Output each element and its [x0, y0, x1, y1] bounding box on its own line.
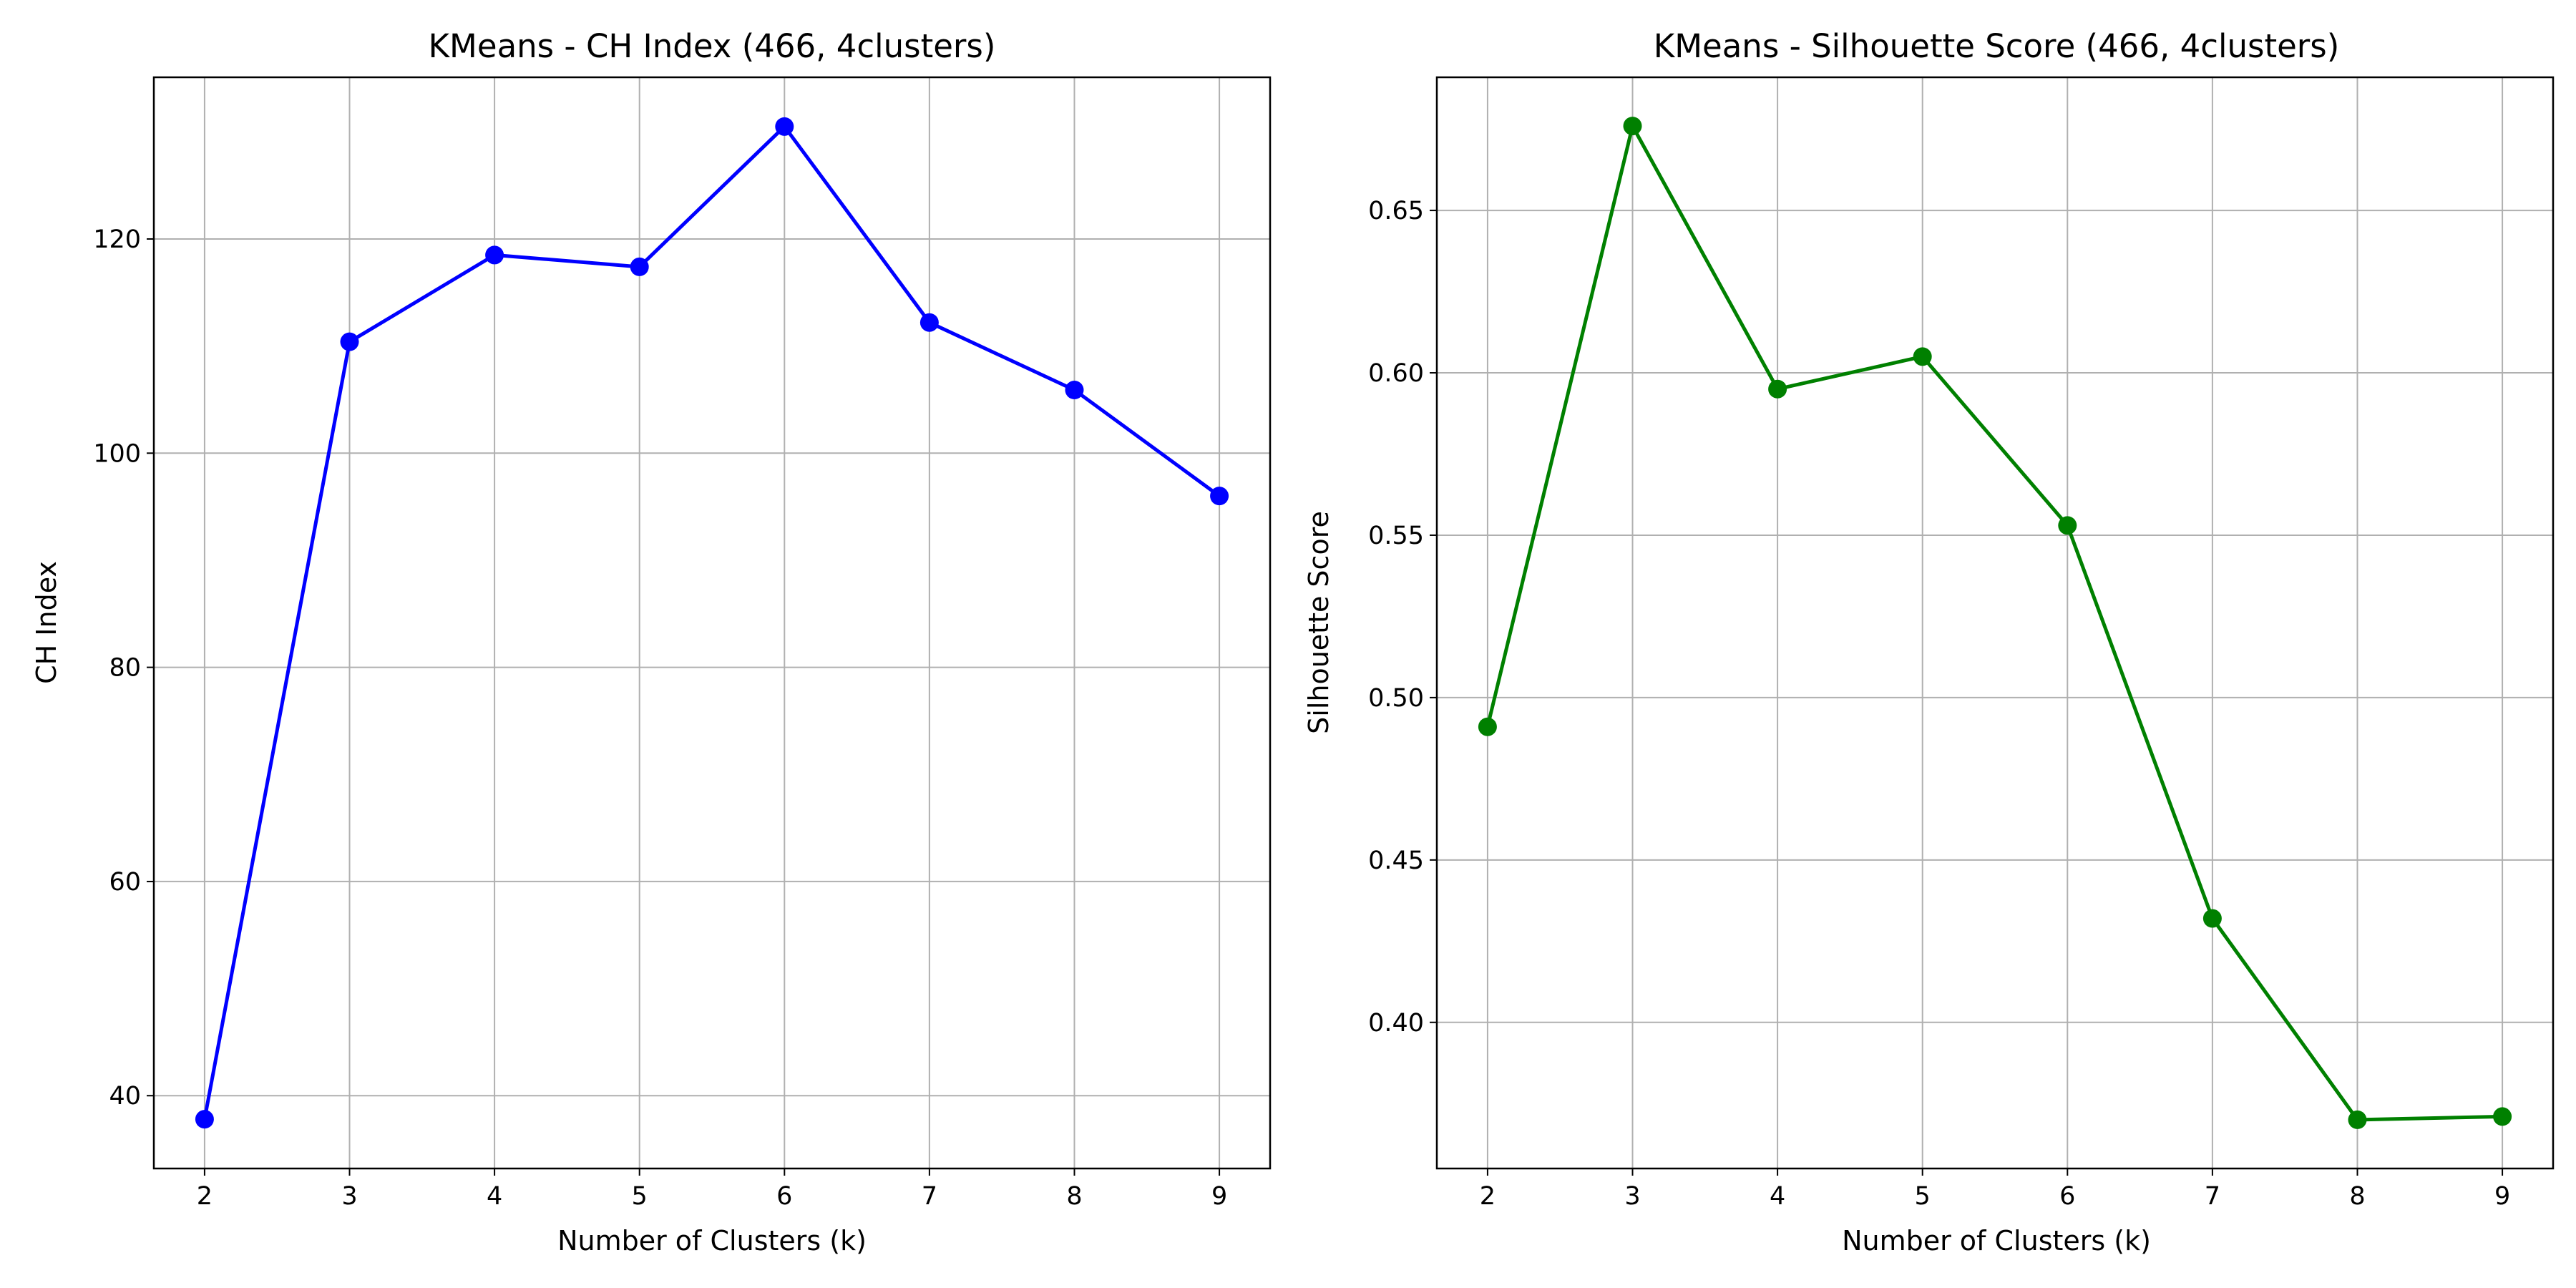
ch-index-y-tick-label: 80 — [109, 654, 141, 683]
silhouette-y-tick-label: 0.65 — [1368, 197, 1424, 225]
ch-index-data-point — [630, 257, 649, 276]
ch-index-data-point — [1065, 380, 1084, 399]
silhouette-data-point — [1913, 347, 1932, 366]
ch-index-y-tick-label: 40 — [109, 1082, 141, 1111]
ch-index-axes-frame — [152, 76, 1272, 1170]
silhouette-x-tick-label: 6 — [2059, 1182, 2075, 1211]
ch-index-x-tick-label: 9 — [1211, 1182, 1227, 1211]
ch-index-series-line — [203, 125, 1221, 1120]
ch-index-data-point — [1210, 487, 1229, 506]
silhouette-data-point — [1478, 717, 1497, 736]
silhouette-y-tick-label: 0.50 — [1368, 684, 1424, 713]
silhouette-data-point — [2058, 516, 2077, 535]
silhouette-x-tick-label: 9 — [2494, 1182, 2510, 1211]
silhouette-y-tick-label: 0.55 — [1368, 522, 1424, 550]
silhouette-series — [1478, 117, 2512, 1129]
ch-index-y-tick-label: 100 — [93, 439, 141, 468]
silhouette-y-tick-label: 0.60 — [1368, 359, 1424, 388]
ch-index-x-ticks: 2 3 4 5 6 7 8 9 — [197, 1169, 1227, 1211]
silhouette-x-tick-label: 7 — [2205, 1182, 2220, 1211]
ch-index-x-tick-label: 8 — [1066, 1182, 1082, 1211]
ch-index-data-point — [919, 313, 939, 332]
ch-index-x-tick-label: 4 — [487, 1182, 502, 1211]
silhouette-y-tick-label: 0.45 — [1368, 847, 1424, 875]
ch-index-y-tick-label: 120 — [93, 225, 141, 254]
silhouette-data-point — [2493, 1107, 2512, 1126]
silhouette-title: KMeans - Silhouette Score (466, 4cluster… — [1654, 27, 2340, 65]
ch-index-chart: 2 3 4 5 6 7 8 9 40 60 80 100 120 KMeans - CH Index … — [31, 27, 1272, 1257]
silhouette-x-tick-label: 3 — [1624, 1182, 1640, 1211]
silhouette-x-tick-label: 4 — [1770, 1182, 1785, 1211]
ch-index-x-tick-label: 5 — [632, 1182, 648, 1211]
silhouette-x-ticks: 2 3 4 5 6 7 8 9 — [1480, 1169, 2510, 1211]
silhouette-x-tick-label: 5 — [1915, 1182, 1931, 1211]
silhouette-x-tick-label: 2 — [1480, 1182, 1496, 1211]
silhouette-data-point — [2202, 909, 2222, 928]
silhouette-x-tick-label: 8 — [2349, 1182, 2365, 1211]
ch-index-data-point — [485, 245, 504, 265]
ch-index-x-tick-label: 3 — [341, 1182, 357, 1211]
ch-index-data-point — [195, 1110, 214, 1129]
silhouette-chart: 2 3 4 5 6 7 8 9 0.40 0.45 0.50 0.55 0.60 0.65 KMeans… — [1303, 27, 2555, 1257]
silhouette-data-point — [1768, 379, 1787, 399]
ch-index-x-tick-label: 6 — [776, 1182, 792, 1211]
ch-index-x-tick-label: 7 — [922, 1182, 937, 1211]
silhouette-series-line — [1485, 124, 2503, 1122]
silhouette-data-point — [1623, 117, 1642, 136]
silhouette-axes-frame — [1435, 76, 2555, 1170]
ch-index-series — [195, 117, 1229, 1129]
ch-index-y-label: CH Index — [31, 561, 62, 684]
ch-index-y-ticks: 40 60 80 100 120 — [93, 225, 154, 1111]
ch-index-x-tick-label: 2 — [197, 1182, 213, 1211]
ch-index-title: KMeans - CH Index (466, 4clusters) — [429, 27, 996, 65]
silhouette-y-ticks: 0.40 0.45 0.50 0.55 0.60 0.65 — [1368, 197, 1437, 1038]
ch-index-x-label: Number of Clusters (k) — [557, 1225, 867, 1257]
ch-index-data-point — [340, 332, 359, 351]
ch-index-data-point — [775, 117, 794, 136]
ch-index-y-tick-label: 60 — [109, 868, 141, 897]
silhouette-x-label: Number of Clusters (k) — [1842, 1225, 2151, 1257]
silhouette-y-label: Silhouette Score — [1303, 511, 1335, 734]
silhouette-data-point — [2348, 1110, 2367, 1129]
silhouette-grid — [1437, 77, 2553, 1169]
silhouette-y-tick-label: 0.40 — [1368, 1009, 1424, 1038]
